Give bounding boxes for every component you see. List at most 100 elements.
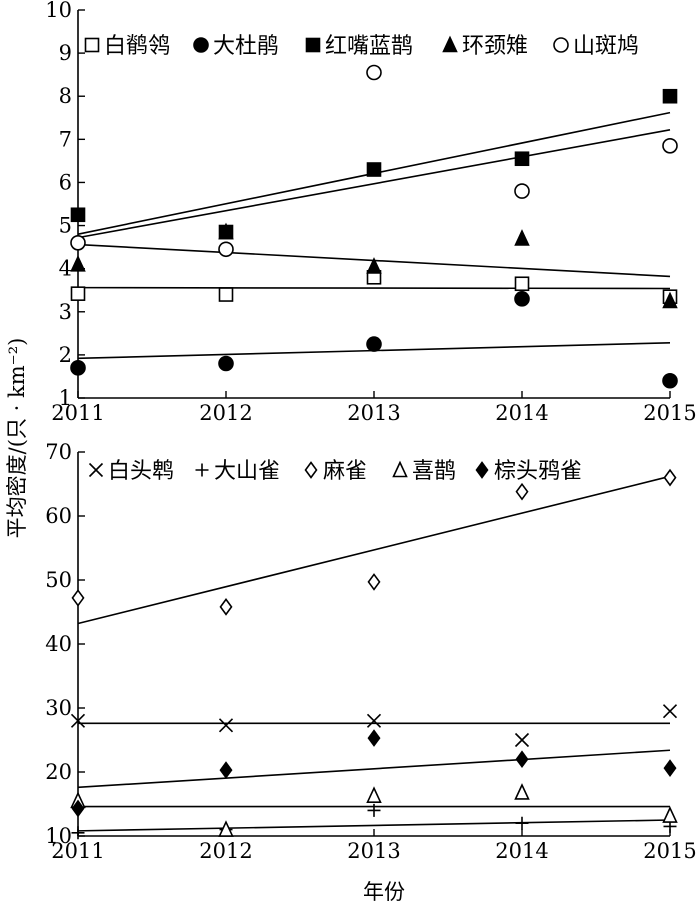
bottom-legend-label-2: 大山雀 — [214, 459, 280, 484]
bottom-y-tick-label: 30 — [45, 696, 72, 720]
bottom-series-5-point — [219, 761, 233, 779]
top-series-5-point — [218, 241, 234, 258]
top-legend-label-2: 大杜鹃 — [213, 34, 279, 59]
top-y-tick-label: 7 — [59, 127, 72, 151]
top-x-tick-label: 2011 — [51, 401, 104, 425]
bottom-series-5-point — [367, 729, 381, 747]
top-series-4-point — [366, 257, 382, 274]
top-series-3-point — [514, 151, 530, 167]
bottom-series-5-point — [71, 799, 85, 818]
top-trend-line-5 — [77, 129, 671, 239]
top-series-1-point — [514, 276, 530, 292]
bottom-series-5-point — [663, 759, 677, 778]
bottom-legend-label-5: 棕头鸦雀 — [494, 459, 582, 484]
top-chart-panel: 1 2 3 4 5 6 7 8 9 10 2011 2012 2013 2014 2015 白鹡鸰 大杜鹃 红嘴蓝… — [45, 0, 696, 425]
bottom-legend-marker-2 — [195, 463, 209, 477]
top-y-tick-label: 1 — [59, 386, 72, 410]
top-series-5-point — [514, 183, 530, 199]
bottom-series-1-point — [366, 713, 382, 728]
top-y-tick-label: 10 — [45, 0, 72, 22]
bottom-series-3-point — [515, 482, 529, 501]
bottom-series-1-point — [70, 713, 86, 728]
top-y-tick-label: 4 — [59, 257, 72, 281]
top-legend-marker-1 — [84, 37, 100, 53]
bottom-chart-panel: 10 20 30 40 50 60 70 2011 2012 2013 2014 2015 白头鹎 大山雀… — [45, 440, 696, 863]
top-series-5-point — [662, 138, 678, 154]
y-axis-title: 平均密度/(只 · km⁻²) — [5, 338, 29, 539]
top-series-5-point — [70, 235, 86, 251]
top-legend-marker-4 — [442, 35, 458, 53]
bottom-series-4-point — [218, 820, 234, 837]
bottom-y-tick-label: 50 — [45, 568, 72, 592]
bottom-trend-line-3 — [77, 475, 671, 625]
top-x-tick-label: 2014 — [495, 401, 548, 425]
bottom-series-5-point — [515, 750, 529, 769]
bottom-y-tick-label: 10 — [45, 824, 72, 848]
bottom-series-3-point — [367, 573, 381, 591]
top-y-tick-label: 6 — [59, 170, 72, 194]
top-series-3-point — [70, 207, 86, 223]
bottom-x-tick-label: 2013 — [347, 839, 400, 863]
top-x-tick-label: 2012 — [199, 401, 252, 425]
top-x-tick-label: 2015 — [643, 401, 696, 425]
top-legend-marker-3 — [305, 37, 321, 53]
top-series-3-point — [366, 162, 382, 177]
bottom-trend-line-2 — [77, 819, 671, 832]
bottom-series-3-point — [71, 589, 85, 607]
top-y-tick-label: 5 — [59, 214, 72, 238]
top-series-2-point — [366, 336, 382, 352]
top-series-2-point — [662, 372, 678, 389]
top-legend-marker-2 — [193, 37, 209, 53]
top-y-tick-label: 9 — [59, 41, 72, 65]
bottom-series-1-point — [514, 732, 530, 748]
top-series-3-point — [662, 88, 678, 104]
x-axis-title: 年份 — [363, 880, 405, 904]
bottom-y-tick-label: 40 — [45, 632, 72, 656]
bottom-y-tick-label: 60 — [45, 504, 72, 528]
bottom-trend-line-5 — [77, 749, 671, 789]
bottom-legend-label-4: 喜鹊 — [412, 459, 456, 484]
top-series-2-point — [70, 360, 86, 376]
bottom-series-3-point — [219, 598, 233, 616]
bottom-y-tick-label: 70 — [45, 440, 72, 464]
bottom-x-tick-label: 2012 — [199, 839, 252, 863]
top-y-tick-label: 2 — [59, 343, 72, 367]
top-series-1-point — [218, 287, 234, 302]
top-legend-label-3: 红嘴蓝鹊 — [325, 34, 413, 59]
bottom-x-tick-label: 2014 — [495, 839, 548, 863]
top-series-4-point — [70, 254, 86, 272]
top-series-4-point — [218, 222, 234, 240]
top-legend-label-1: 白鹡鸰 — [104, 34, 170, 59]
bottom-series-4-point — [662, 806, 678, 823]
top-legend-label-5: 山斑鸠 — [573, 34, 639, 59]
bottom-x-tick-label: 2011 — [51, 839, 104, 863]
bottom-series-2-point — [71, 826, 85, 840]
bottom-series-2-point — [367, 803, 381, 817]
top-series-5-point — [366, 64, 382, 81]
top-series-2-point — [218, 355, 234, 372]
top-y-tick-label: 8 — [59, 84, 72, 108]
bottom-series-2-point — [515, 816, 529, 830]
bottom-y-tick-label: 20 — [45, 760, 72, 784]
bottom-legend-marker-1 — [88, 462, 104, 478]
top-series-2-point — [514, 291, 530, 307]
bottom-legend-marker-5 — [475, 461, 489, 479]
bottom-series-1-point — [218, 718, 234, 733]
bottom-series-4-point — [366, 786, 382, 803]
top-legend-label-4: 环颈雉 — [462, 34, 528, 59]
top-legend-marker-5 — [553, 37, 569, 53]
top-trend-line-1 — [77, 286, 671, 290]
bottom-series-1-point — [662, 704, 678, 719]
bottom-series-3-point — [663, 468, 677, 487]
bottom-legend-label-1: 白头鹎 — [108, 459, 174, 484]
top-x-tick-label: 2013 — [347, 401, 400, 425]
bottom-x-tick-label: 2015 — [643, 839, 696, 863]
bottom-legend-marker-3 — [304, 461, 318, 479]
top-series-4-point — [662, 291, 678, 309]
bottom-series-4-point — [514, 783, 530, 800]
top-series-1-point — [70, 286, 86, 301]
top-y-tick-label: 3 — [59, 300, 72, 324]
bottom-legend-label-3: 麻雀 — [323, 459, 367, 484]
bottom-legend-marker-4 — [392, 460, 408, 478]
